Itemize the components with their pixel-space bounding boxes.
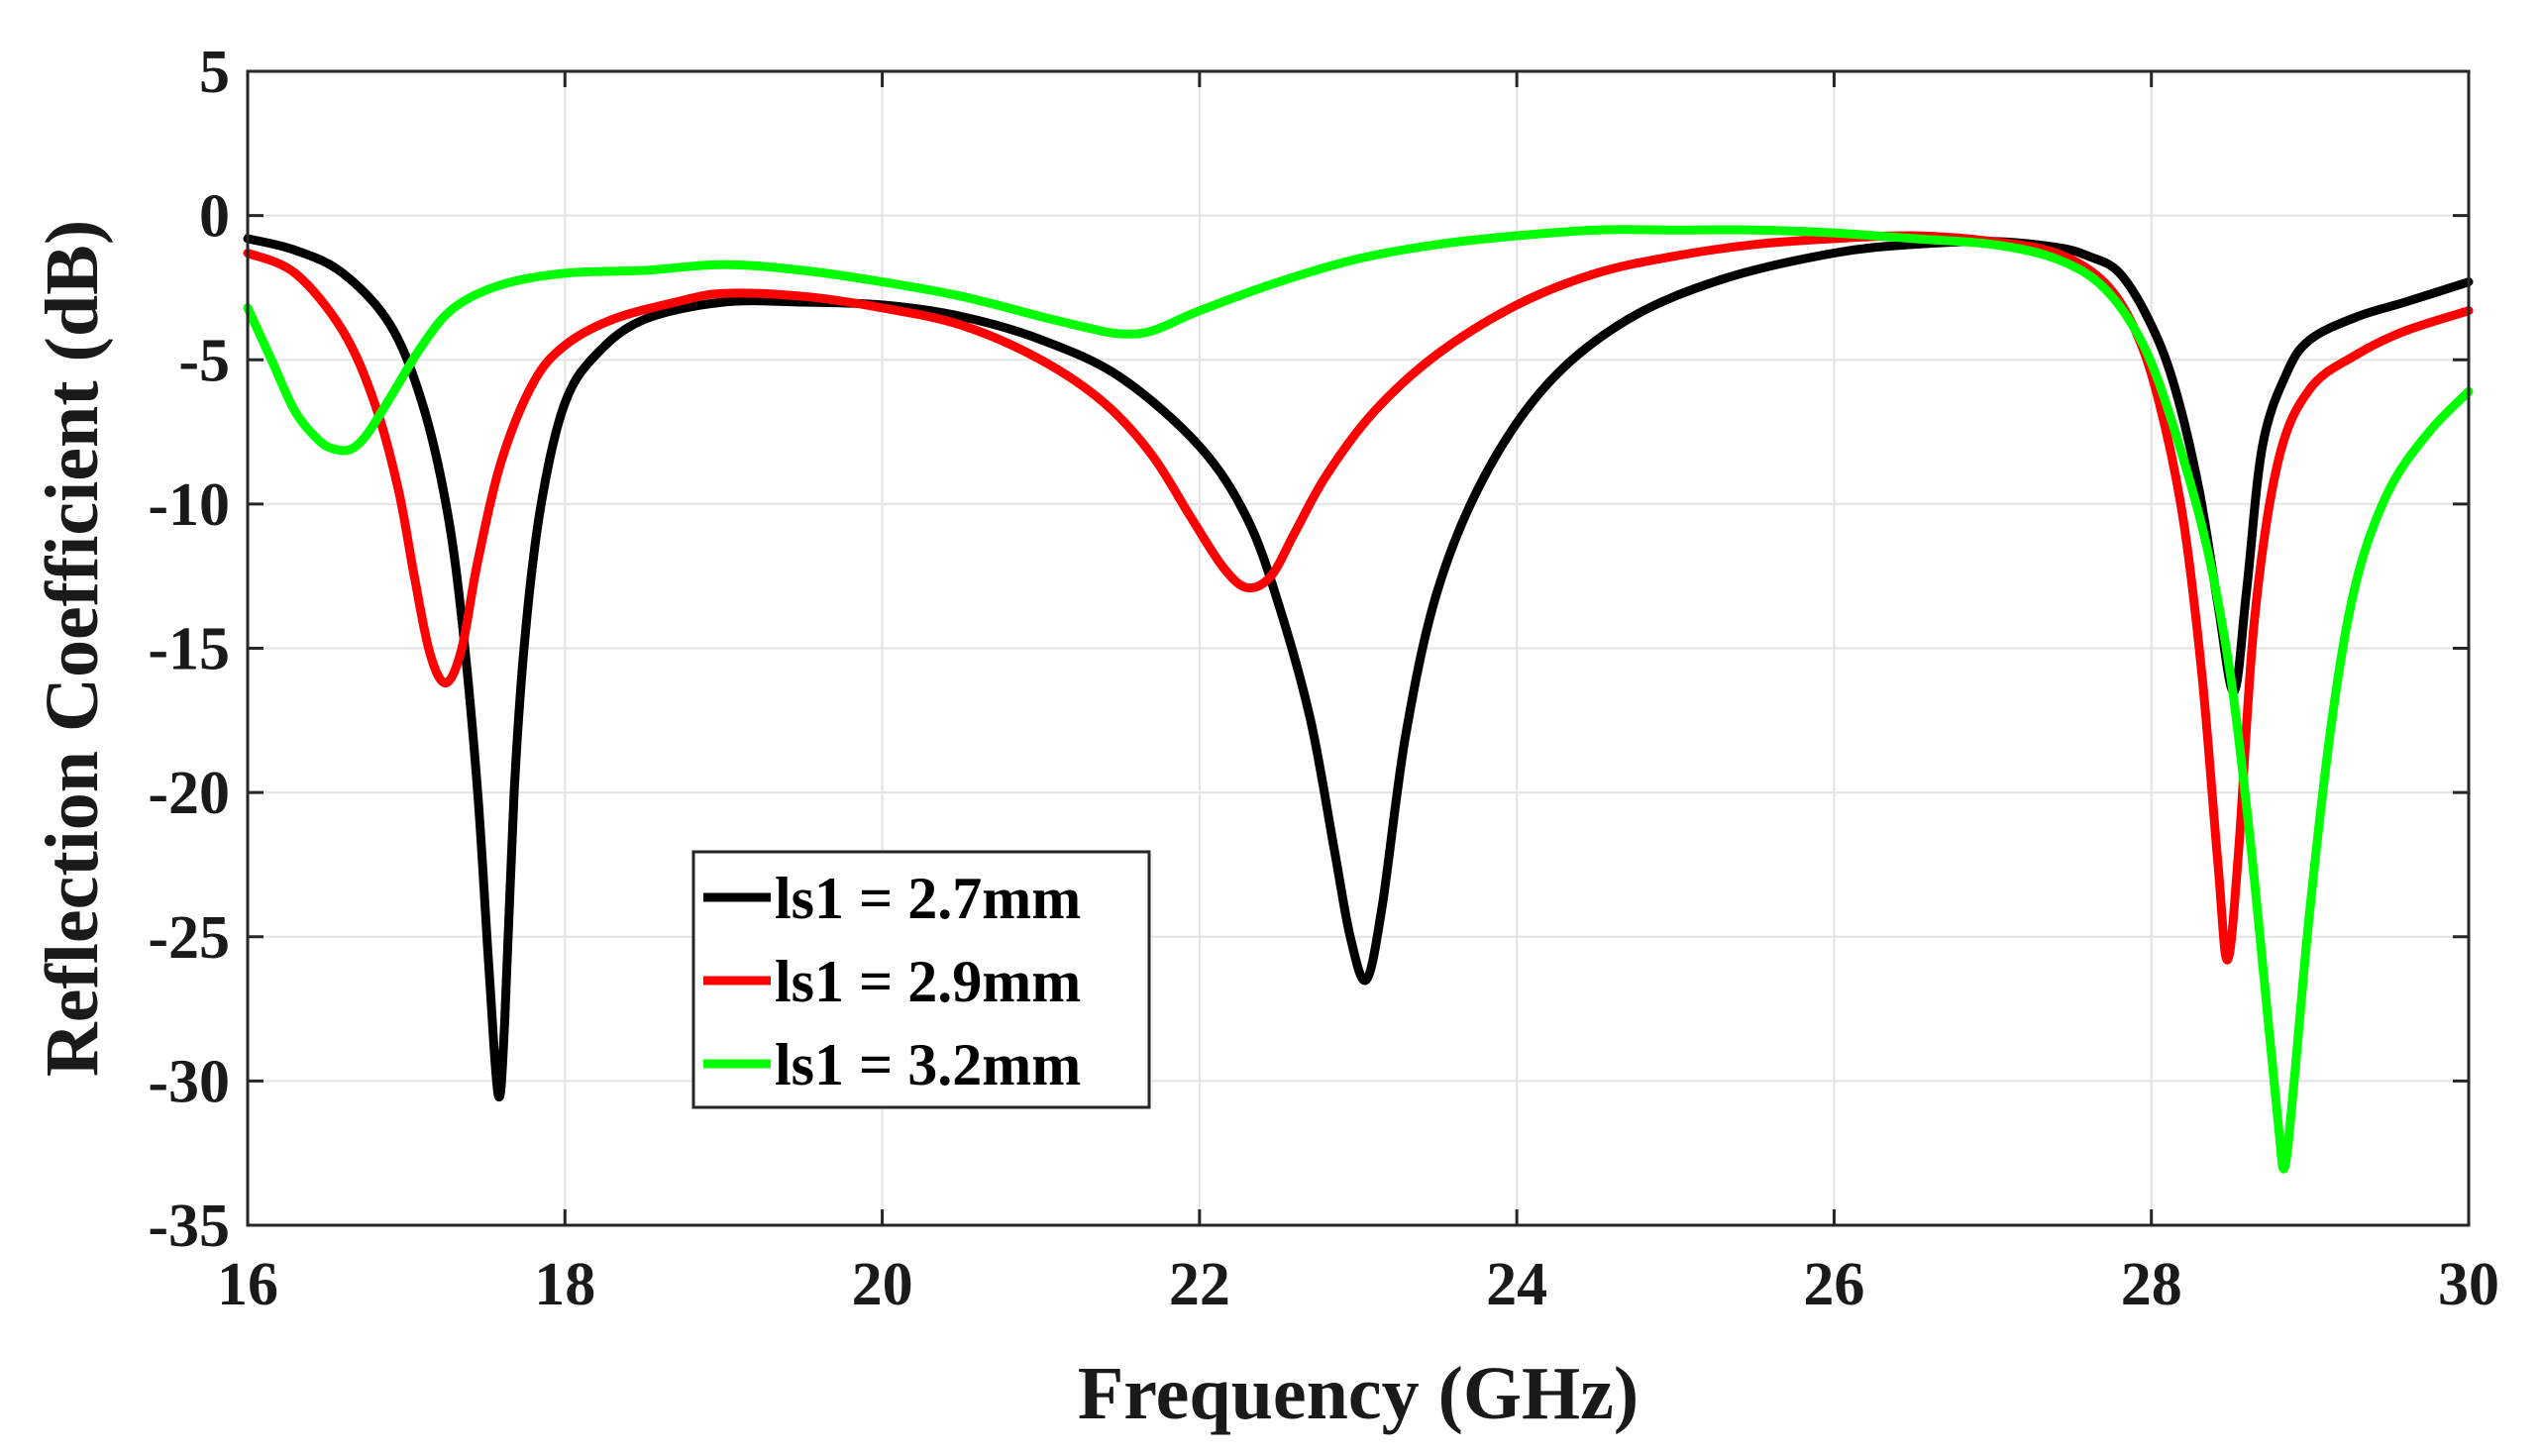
x-tick-label: 16 <box>217 1251 278 1318</box>
y-tick-label: -35 <box>148 1193 230 1260</box>
y-tick-label: -25 <box>148 904 230 972</box>
x-axis-label: Frequency (GHz) <box>1078 1352 1639 1435</box>
legend-label-1: ls1 = 2.7mm <box>775 866 1081 931</box>
x-tick-label: 28 <box>2121 1251 2182 1318</box>
y-tick-label: 5 <box>199 39 230 106</box>
series-line-1 <box>243 234 2474 1102</box>
y-tick-label: -15 <box>148 616 230 683</box>
y-tick-label: 0 <box>199 183 230 251</box>
series-group <box>243 225 2474 1174</box>
x-tick-label: 26 <box>1803 1251 1864 1318</box>
x-tick-label: 18 <box>534 1251 595 1318</box>
y-tick-label: -20 <box>148 760 230 827</box>
legend-label-3: ls1 = 3.2mm <box>775 1032 1081 1097</box>
ticks: 16 18 20 22 24 26 28 30 5 0 -5 -10 -15 -20 -25 -30 -35 <box>148 39 2499 1318</box>
y-axis-label: Reflection Coefficient (dB) <box>31 220 114 1077</box>
y-tick-label: -30 <box>148 1048 230 1115</box>
y-tick-label: -5 <box>178 327 230 394</box>
legend: ls1 = 2.7mm ls1 = 2.9mm ls1 = 3.2mm <box>691 850 1151 1109</box>
series-line-3 <box>243 225 2474 1174</box>
x-tick-label: 20 <box>852 1251 913 1318</box>
x-tick-label: 22 <box>1169 1251 1230 1318</box>
legend-label-2: ls1 = 2.9mm <box>775 949 1081 1014</box>
y-tick-label: -10 <box>148 471 230 539</box>
x-tick-label: 30 <box>2438 1251 2499 1318</box>
series-line-2 <box>243 231 2474 965</box>
x-tick-label: 24 <box>1486 1251 1547 1318</box>
